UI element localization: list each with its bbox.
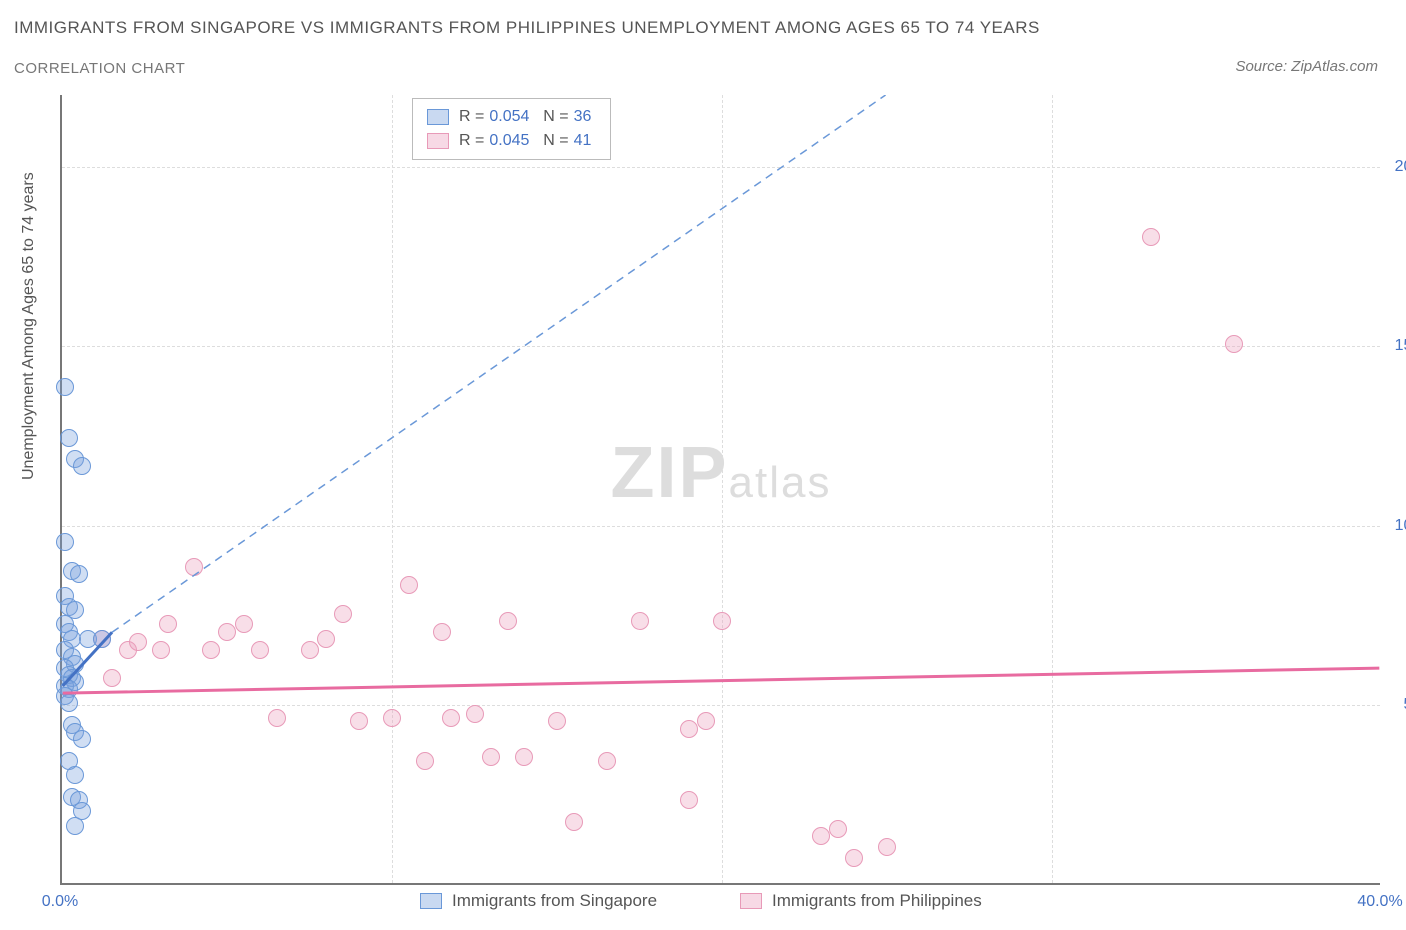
data-point <box>482 748 500 766</box>
correlation-legend: R = 0.054 N = 36 R = 0.045 N = 41 <box>412 98 611 160</box>
data-point <box>548 712 566 730</box>
watermark-big: ZIP <box>611 433 729 513</box>
gridline-h <box>62 346 1380 347</box>
data-point <box>317 630 335 648</box>
data-point <box>129 633 147 651</box>
swatch-pink <box>427 133 449 149</box>
n-value-a: 36 <box>574 105 592 129</box>
data-point <box>499 612 517 630</box>
data-point <box>60 429 78 447</box>
data-point <box>334 605 352 623</box>
series-b-name: Immigrants from Philippines <box>772 891 982 911</box>
data-point <box>218 623 236 641</box>
series-a-name: Immigrants from Singapore <box>452 891 657 911</box>
n-label: N = <box>543 129 568 153</box>
x-legend-singapore: Immigrants from Singapore <box>420 891 657 911</box>
data-point <box>680 720 698 738</box>
data-point <box>878 838 896 856</box>
data-point <box>680 791 698 809</box>
y-tick-label: 15.0% <box>1385 337 1406 355</box>
data-point <box>565 813 583 831</box>
data-point <box>433 623 451 641</box>
watermark: ZIPatlas <box>611 432 832 514</box>
source-attribution: Source: ZipAtlas.com <box>1235 58 1378 75</box>
x-legend-philippines: Immigrants from Philippines <box>740 891 982 911</box>
gridline-v <box>1052 95 1053 883</box>
x-tick-0: 0.0% <box>42 893 78 911</box>
data-point <box>56 533 74 551</box>
legend-row-philippines: R = 0.045 N = 41 <box>427 129 596 153</box>
data-point <box>73 730 91 748</box>
data-point <box>202 641 220 659</box>
data-point <box>56 378 74 396</box>
data-point <box>812 827 830 845</box>
data-point <box>515 748 533 766</box>
data-point <box>466 705 484 723</box>
swatch-blue <box>420 893 442 909</box>
y-axis-label: Unemployment Among Ages 65 to 74 years <box>20 172 38 480</box>
n-value-b: 41 <box>574 129 592 153</box>
data-point <box>697 712 715 730</box>
data-point <box>73 457 91 475</box>
data-point <box>1225 335 1243 353</box>
data-point <box>66 817 84 835</box>
data-point <box>268 709 286 727</box>
watermark-small: atlas <box>729 458 832 507</box>
data-point <box>103 669 121 687</box>
gridline-v <box>722 95 723 883</box>
data-point <box>400 576 418 594</box>
data-point <box>66 766 84 784</box>
data-point <box>845 849 863 867</box>
r-value-b: 0.045 <box>489 129 529 153</box>
data-point <box>70 565 88 583</box>
y-tick-label: 10.0% <box>1385 517 1406 535</box>
data-point <box>416 752 434 770</box>
r-label: R = <box>459 105 484 129</box>
chart-subtitle: CORRELATION CHART <box>14 60 185 77</box>
data-point <box>93 630 111 648</box>
y-tick-label: 5.0% <box>1385 696 1406 714</box>
data-point <box>185 558 203 576</box>
chart-area: ZIPatlas R = 0.054 N = 36 R = 0.045 N = … <box>60 95 1380 885</box>
gridline-v <box>392 95 393 883</box>
data-point <box>829 820 847 838</box>
data-point <box>350 712 368 730</box>
data-point <box>598 752 616 770</box>
gridline-h <box>62 167 1380 168</box>
data-point <box>631 612 649 630</box>
data-point <box>301 641 319 659</box>
data-point <box>235 615 253 633</box>
data-point <box>60 694 78 712</box>
data-point <box>251 641 269 659</box>
swatch-pink <box>740 893 762 909</box>
legend-row-singapore: R = 0.054 N = 36 <box>427 105 596 129</box>
data-point <box>159 615 177 633</box>
data-point <box>713 612 731 630</box>
data-point <box>152 641 170 659</box>
plot-region: ZIPatlas R = 0.054 N = 36 R = 0.045 N = … <box>60 95 1380 885</box>
chart-title: IMMIGRANTS FROM SINGAPORE VS IMMIGRANTS … <box>14 18 1040 38</box>
data-point <box>442 709 460 727</box>
gridline-h <box>62 705 1380 706</box>
r-label: R = <box>459 129 484 153</box>
n-label: N = <box>543 105 568 129</box>
y-tick-label: 20.0% <box>1385 158 1406 176</box>
trend-lines <box>62 95 1380 883</box>
r-value-a: 0.054 <box>489 105 529 129</box>
gridline-h <box>62 526 1380 527</box>
data-point <box>383 709 401 727</box>
data-point <box>1142 228 1160 246</box>
swatch-blue <box>427 109 449 125</box>
x-tick-40: 40.0% <box>1357 893 1402 911</box>
